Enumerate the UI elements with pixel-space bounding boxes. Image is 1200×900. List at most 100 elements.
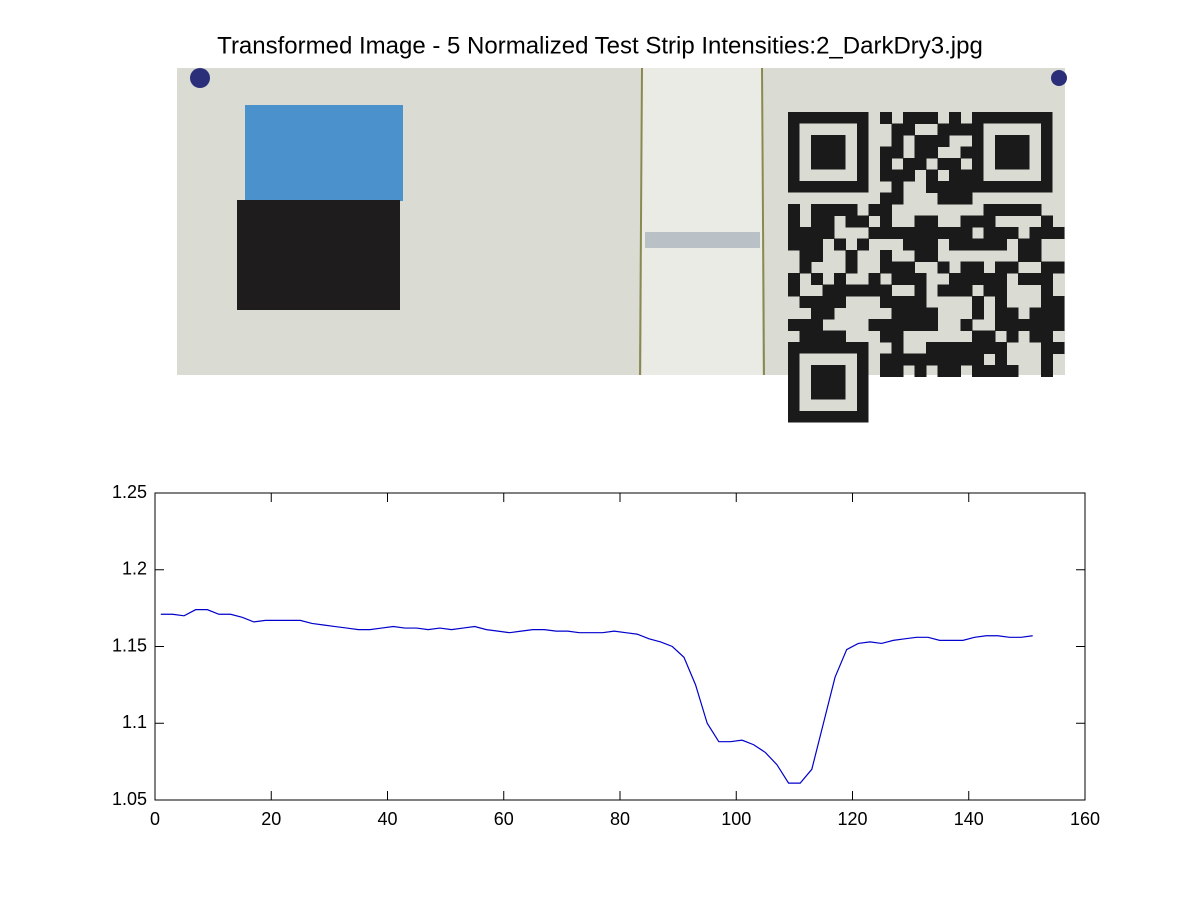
qr-module [1006, 227, 1019, 239]
qr-module [972, 261, 984, 274]
qr-module [811, 215, 823, 228]
qr-module [972, 215, 984, 228]
qr-module [1018, 238, 1030, 251]
qr-module [1006, 365, 1019, 377]
qr-module [1006, 319, 1019, 331]
qr-module [834, 204, 846, 216]
x-tick-label: 80 [610, 809, 630, 829]
qr-module [799, 330, 812, 343]
qr-module [1052, 227, 1065, 239]
qr-module [845, 261, 858, 274]
y-tick-label: 1.05 [112, 789, 147, 809]
strip-edge [639, 67, 643, 376]
qr-module [903, 261, 915, 274]
qr-module [880, 353, 892, 366]
y-tick-label: 1.25 [112, 482, 147, 502]
qr-module [983, 342, 996, 354]
qr-module [891, 273, 904, 285]
qr-module [880, 330, 892, 343]
qr-module [914, 307, 927, 320]
qr-module [891, 192, 904, 205]
qr-module [799, 238, 812, 251]
qr-module [960, 273, 973, 285]
qr-module [937, 135, 950, 147]
qr-module [937, 342, 950, 354]
qr-module [903, 158, 915, 170]
qr-module [891, 135, 904, 147]
qr-module [995, 284, 1007, 297]
qr-module [880, 319, 892, 331]
qr-module [1041, 342, 1053, 354]
x-tick-label: 140 [954, 809, 984, 829]
axes-box [154, 492, 1086, 801]
qr-module [983, 365, 996, 377]
qr-module [857, 238, 869, 251]
qr-module [949, 123, 961, 136]
qr-module [949, 273, 961, 285]
qr-module [983, 227, 996, 239]
qr-module [995, 319, 1007, 331]
qr-module [822, 227, 835, 239]
qr-module [903, 353, 915, 366]
qr-module [914, 284, 927, 297]
data-line [160, 609, 1033, 784]
qr-module [960, 319, 973, 331]
qr-module [1041, 227, 1053, 239]
qr-module [811, 319, 823, 331]
qr-module [880, 261, 892, 274]
qr-module [926, 169, 938, 182]
qr-module [972, 365, 984, 377]
qr-module [983, 284, 996, 297]
qr-module [834, 238, 846, 251]
x-tick-label: 160 [1070, 809, 1100, 829]
qr-module [880, 296, 892, 308]
qr-module [788, 273, 800, 285]
qr-module [880, 365, 892, 377]
blue-patch [245, 105, 403, 201]
qr-module [799, 227, 812, 239]
qr-module [1006, 307, 1019, 320]
qr-code [788, 112, 1065, 423]
marker-dot [1051, 70, 1067, 86]
qr-module [1041, 365, 1053, 377]
qr-module [949, 112, 961, 124]
qr-module [1006, 330, 1019, 343]
qr-module [1041, 284, 1053, 297]
qr-module [834, 330, 846, 343]
qr-module [972, 307, 984, 320]
qr-module [880, 192, 892, 205]
qr-module [914, 353, 927, 366]
qr-module [1052, 261, 1065, 274]
qr-module [903, 227, 915, 239]
qr-module [857, 284, 869, 297]
qr-module [1029, 319, 1042, 331]
qr-module [811, 204, 823, 216]
qr-module [891, 169, 904, 182]
qr-module [926, 135, 938, 147]
x-tick-label: 40 [377, 809, 397, 829]
chart-title: Transformed Image - 5 Normalized Test St… [217, 32, 983, 59]
qr-module [1052, 342, 1065, 354]
qr-module [1029, 204, 1042, 216]
qr-module [880, 284, 892, 297]
qr-module [937, 365, 950, 377]
qr-module [914, 135, 927, 147]
qr-finder [811, 135, 846, 170]
qr-module [880, 169, 892, 182]
qr-module [1018, 273, 1030, 285]
qr-module [937, 227, 950, 239]
qr-module [949, 353, 961, 366]
qr-module [995, 261, 1007, 274]
qr-module [1029, 330, 1042, 343]
qr-module [834, 296, 846, 308]
x-tick-label: 60 [494, 809, 514, 829]
qr-module [1018, 319, 1030, 331]
qr-module [914, 227, 927, 239]
y-tick-label: 1.2 [122, 559, 147, 579]
qr-module [995, 273, 1007, 285]
y-tick-label: 1.1 [122, 712, 147, 732]
qr-module [811, 227, 823, 239]
qr-module [799, 296, 812, 308]
qr-module [868, 227, 881, 239]
